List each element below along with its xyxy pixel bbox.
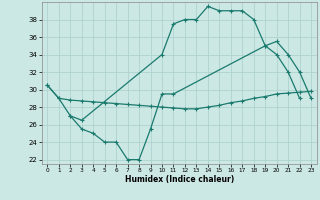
X-axis label: Humidex (Indice chaleur): Humidex (Indice chaleur) xyxy=(124,175,234,184)
